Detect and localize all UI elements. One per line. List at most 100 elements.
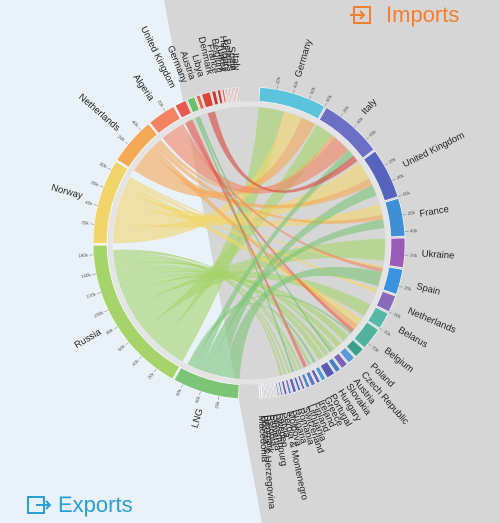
tick-label: 20k bbox=[383, 329, 392, 338]
arc bbox=[92, 161, 129, 244]
exports-legend: Exports bbox=[27, 492, 133, 517]
ribbon bbox=[149, 145, 358, 330]
tick-label: 40k bbox=[131, 119, 140, 128]
arc bbox=[293, 376, 302, 392]
arc bbox=[149, 106, 181, 134]
arc bbox=[353, 321, 380, 349]
arc bbox=[260, 384, 263, 399]
tick-label: 40k bbox=[410, 228, 418, 234]
arc bbox=[211, 90, 219, 106]
tick-mark bbox=[397, 195, 402, 197]
arc bbox=[116, 123, 158, 168]
tick-mark bbox=[391, 178, 396, 181]
arc bbox=[231, 87, 235, 103]
imports-legend: Imports bbox=[350, 2, 459, 27]
arc bbox=[258, 384, 261, 399]
tick-mark bbox=[138, 356, 142, 360]
tick-label: 40k bbox=[131, 358, 140, 367]
tick-label: 20k bbox=[275, 76, 281, 85]
category-label: Spain bbox=[226, 46, 239, 71]
tick-mark bbox=[113, 326, 118, 330]
tick-mark bbox=[324, 102, 327, 107]
tick-label: 20k bbox=[388, 156, 397, 164]
tick-label: 80k bbox=[105, 327, 114, 336]
ribbon bbox=[188, 119, 307, 368]
arc bbox=[345, 339, 364, 358]
tick-label: 20k bbox=[117, 134, 126, 143]
tick-mark bbox=[138, 127, 142, 131]
tick-mark bbox=[104, 309, 109, 313]
tick-label: 40k bbox=[85, 200, 94, 207]
tick-mark bbox=[125, 342, 129, 346]
arc bbox=[201, 91, 214, 109]
arc bbox=[305, 371, 316, 387]
category-label: LNG bbox=[190, 407, 206, 429]
arc bbox=[327, 357, 341, 373]
ribbon bbox=[157, 135, 335, 192]
ribbon bbox=[193, 150, 354, 371]
tick-mark bbox=[353, 124, 357, 128]
category-label: Latvia bbox=[276, 412, 292, 440]
arc bbox=[319, 107, 375, 159]
tick-label: 20k bbox=[404, 285, 413, 292]
arc bbox=[297, 375, 306, 390]
tick-label: 80k bbox=[99, 161, 108, 169]
tick-label: 80k bbox=[325, 93, 333, 102]
arc bbox=[174, 100, 192, 119]
ribbon bbox=[195, 117, 295, 373]
tick-mark bbox=[153, 368, 157, 372]
category-label: Belarus bbox=[221, 38, 235, 71]
tick-label: 20k bbox=[342, 104, 351, 113]
arc bbox=[272, 382, 277, 398]
arc bbox=[216, 89, 224, 105]
category-label: Hungary bbox=[217, 35, 233, 72]
ribbon bbox=[190, 303, 316, 368]
arc bbox=[281, 380, 288, 396]
tick-label: 40k bbox=[292, 80, 299, 89]
exports-arrow bbox=[36, 500, 52, 510]
arc bbox=[225, 88, 230, 103]
tick-mark bbox=[388, 311, 393, 314]
tick-mark bbox=[309, 95, 312, 100]
imports-label: Imports bbox=[386, 2, 459, 27]
arc bbox=[221, 88, 227, 104]
arc bbox=[186, 96, 200, 113]
tick-mark bbox=[99, 185, 104, 188]
tick-mark bbox=[93, 204, 98, 206]
arc bbox=[315, 366, 327, 382]
arc bbox=[285, 379, 292, 395]
arc bbox=[270, 382, 274, 398]
tick-mark bbox=[199, 391, 201, 396]
category-label: Slovenia bbox=[267, 414, 283, 452]
tick-mark bbox=[107, 167, 112, 170]
tick-label: 40k bbox=[356, 116, 365, 125]
inner-ring bbox=[107, 101, 391, 385]
ribbon bbox=[127, 179, 377, 293]
arc bbox=[195, 94, 205, 110]
exports-label: Exports bbox=[58, 492, 133, 517]
ribbon bbox=[114, 261, 335, 351]
tick-label: 20k bbox=[393, 312, 402, 320]
tick-label: 60k bbox=[368, 129, 377, 138]
category-label: Turkey bbox=[214, 43, 229, 73]
arc bbox=[277, 381, 284, 397]
tick-mark bbox=[379, 328, 384, 331]
ribbon bbox=[153, 142, 383, 224]
tick-mark bbox=[180, 384, 184, 388]
tick-mark bbox=[368, 343, 372, 347]
tick-label: 120k bbox=[86, 291, 98, 299]
arc bbox=[265, 383, 269, 399]
tick-label: 60k bbox=[117, 343, 126, 352]
tick-label: 60k bbox=[309, 86, 317, 95]
ribbon bbox=[158, 107, 285, 362]
arc bbox=[388, 237, 406, 269]
tick-label: 20k bbox=[81, 220, 90, 226]
tick-label: 40k bbox=[396, 173, 405, 181]
tick-label: 20k bbox=[407, 210, 416, 216]
tick-label: 20k bbox=[147, 371, 156, 380]
tick-label: 100k bbox=[93, 310, 105, 319]
tick-mark bbox=[293, 89, 295, 94]
tick-label: 60k bbox=[402, 190, 411, 197]
